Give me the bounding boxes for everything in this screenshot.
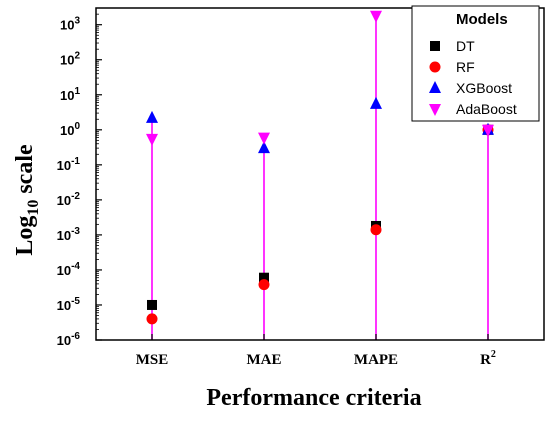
y-tick-label: 10-4 <box>57 261 81 278</box>
data-point-adaboost <box>370 10 382 23</box>
legend-marker-dt <box>430 41 440 51</box>
y-tick-label: 102 <box>60 51 80 68</box>
legend-label: XGBoost <box>456 80 512 96</box>
legend-marker-rf <box>429 61 441 73</box>
data-point-adaboost <box>482 124 494 137</box>
x-axis-title: Performance criteria <box>206 385 421 411</box>
legend: Models DT RF XGBoost AdaBoost <box>411 5 540 122</box>
y-tick-label: 101 <box>60 86 80 103</box>
y-tick-label: 10-1 <box>57 156 81 173</box>
data-point-adaboost <box>258 132 270 145</box>
legend-label: AdaBoost <box>456 101 517 117</box>
x-tick-label: MAPE <box>354 352 398 368</box>
data-point-rf <box>370 224 382 236</box>
data-point-adaboost <box>146 133 158 146</box>
legend-items: DT RF XGBoost AdaBoost <box>429 38 517 117</box>
x-tick-label: MAE <box>247 352 282 368</box>
plot-frame <box>95 7 545 341</box>
legend-label: RF <box>456 59 475 75</box>
data-markers <box>146 10 494 325</box>
y-tick-label: 10-2 <box>57 191 81 208</box>
data-point-rf <box>146 313 158 325</box>
y-tick-label: 10-3 <box>57 226 81 243</box>
y-axis-title: Log10 scale <box>12 144 42 256</box>
y-tick-label: 103 <box>60 16 80 33</box>
data-point-dt <box>147 299 157 310</box>
data-point-dt <box>259 272 269 283</box>
y-tick-label: 10-6 <box>57 331 81 348</box>
data-point-xgboost <box>146 110 158 123</box>
x-tick-label: R2 <box>480 349 496 368</box>
legend-marker-xgboost <box>429 81 441 93</box>
data-point-rf <box>258 279 270 291</box>
legend-label: DT <box>456 38 475 54</box>
data-point-xgboost <box>258 141 270 154</box>
y-tick-label: 10-5 <box>57 296 81 313</box>
legend-marker-adaboost <box>429 104 441 116</box>
y-tick-label: 100 <box>60 121 80 138</box>
x-axis-ticks: MSE MAE MAPE R2 <box>136 334 496 368</box>
data-point-xgboost <box>370 96 382 109</box>
x-tick-label: MSE <box>136 352 169 368</box>
y-axis-ticks: 10-6 10-5 10-4 10-3 10-2 10-1 100 101 102 103 <box>57 13 102 348</box>
legend-title: Models <box>456 11 508 28</box>
